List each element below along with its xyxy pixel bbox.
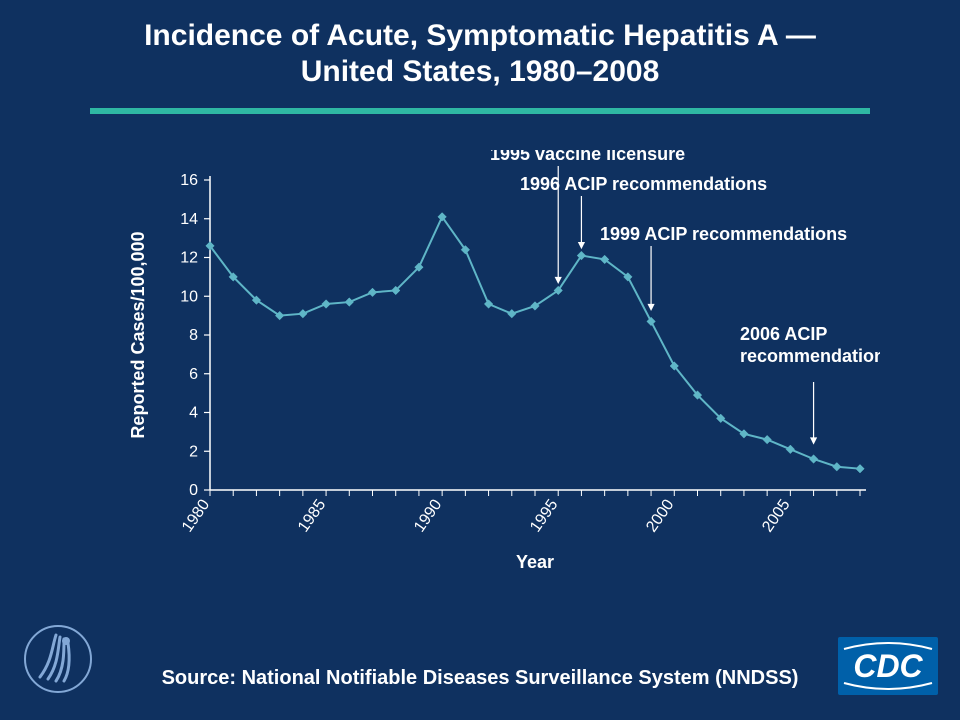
svg-text:0: 0 [189, 482, 198, 499]
slide-title: Incidence of Acute, Symptomatic Hepatiti… [0, 18, 960, 90]
svg-text:1980: 1980 [179, 496, 213, 535]
svg-text:1996 ACIP recommendations: 1996 ACIP recommendations [520, 174, 767, 194]
svg-text:Reported Cases/100,000: Reported Cases/100,000 [128, 231, 148, 438]
title-line2: United States, 1980–2008 [301, 55, 660, 88]
slide: Incidence of Acute, Symptomatic Hepatiti… [0, 0, 960, 720]
svg-text:1995: 1995 [527, 496, 561, 535]
svg-text:2006 ACIP: 2006 ACIP [740, 324, 827, 344]
svg-text:recommendations: recommendations [740, 346, 880, 366]
source-text: Source: National Notifiable Diseases Sur… [0, 667, 960, 690]
svg-text:Year: Year [516, 552, 554, 572]
svg-text:2005: 2005 [759, 496, 793, 535]
svg-text:8: 8 [189, 327, 198, 344]
svg-text:4: 4 [189, 405, 198, 422]
svg-text:1999 ACIP recommendations: 1999 ACIP recommendations [600, 224, 847, 244]
chart-svg: 0 2 4 6 8 10 12 14 16 1980 1985 1990 1995 2000 2005 Rep… [120, 150, 880, 580]
hhs-logo [22, 623, 94, 700]
line-chart: 0 2 4 6 8 10 12 14 16 1980 1985 1990 1995 2000 2005 Rep… [120, 150, 880, 580]
title-underline [90, 108, 870, 114]
cdc-logo: CDC [838, 637, 938, 700]
svg-text:1995 vaccine licensure: 1995 vaccine licensure [490, 150, 685, 164]
svg-text:12: 12 [180, 250, 198, 267]
title-line1: Incidence of Acute, Symptomatic Hepatiti… [144, 19, 816, 52]
svg-text:CDC: CDC [853, 648, 923, 684]
svg-text:1985: 1985 [295, 496, 329, 535]
svg-text:6: 6 [189, 366, 198, 383]
svg-text:2: 2 [189, 443, 198, 460]
svg-text:2000: 2000 [643, 496, 677, 535]
svg-text:1990: 1990 [411, 496, 445, 535]
svg-text:14: 14 [180, 211, 198, 228]
svg-text:10: 10 [180, 288, 198, 305]
svg-text:16: 16 [180, 172, 198, 189]
